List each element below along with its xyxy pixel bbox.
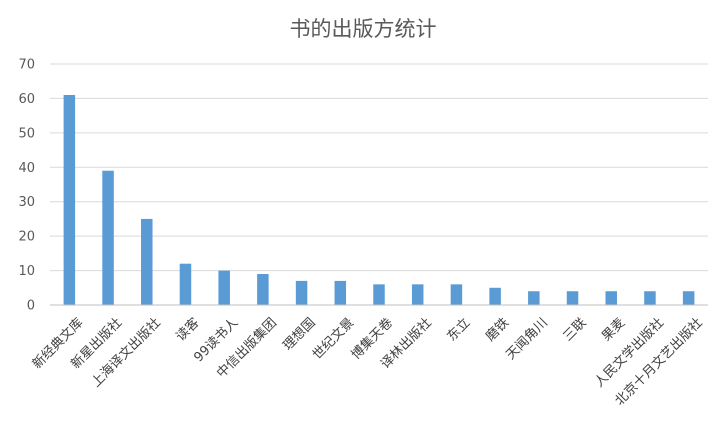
bar [102, 170, 114, 305]
bars [63, 94, 695, 305]
y-tick-label: 60 [18, 92, 35, 107]
y-tick-label: 50 [18, 126, 35, 141]
category-label: 读客 [173, 315, 203, 345]
category-label: 天闻角川 [503, 315, 550, 362]
y-tick-label: 20 [18, 230, 35, 245]
bar [644, 291, 656, 305]
category-label: 三联 [561, 315, 590, 344]
category-label: 理想国 [280, 315, 319, 354]
y-axis-tick-labels: 0 10 20 30 40 50 60 70 [18, 58, 35, 314]
category-label: 上海译文出版社 [88, 315, 164, 391]
bar [257, 274, 269, 305]
bar [295, 280, 308, 305]
bar [179, 263, 192, 305]
y-tick-label: 70 [18, 58, 35, 73]
y-tick-label: 0 [27, 299, 35, 314]
bar [528, 291, 540, 305]
bar [373, 284, 385, 305]
bar [450, 284, 463, 305]
chart-title: 书的出版方统计 [290, 17, 437, 41]
y-tick-label: 40 [18, 161, 35, 176]
bar [566, 291, 579, 305]
gridlines [50, 63, 708, 272]
bar [411, 284, 424, 305]
category-label: 人民文学出版社 [591, 315, 667, 391]
bar [682, 291, 695, 305]
bar [334, 280, 347, 305]
y-tick-label: 30 [18, 195, 35, 210]
bar [489, 287, 501, 305]
bar [605, 291, 617, 305]
category-label: 果麦 [599, 315, 628, 344]
bar [218, 270, 230, 305]
category-label: 世纪文景 [310, 315, 357, 362]
category-label: 东立 [444, 315, 473, 344]
y-tick-label: 10 [18, 264, 35, 279]
bar [63, 94, 76, 305]
bar [141, 218, 153, 305]
category-label: 磨铁 [483, 315, 512, 344]
